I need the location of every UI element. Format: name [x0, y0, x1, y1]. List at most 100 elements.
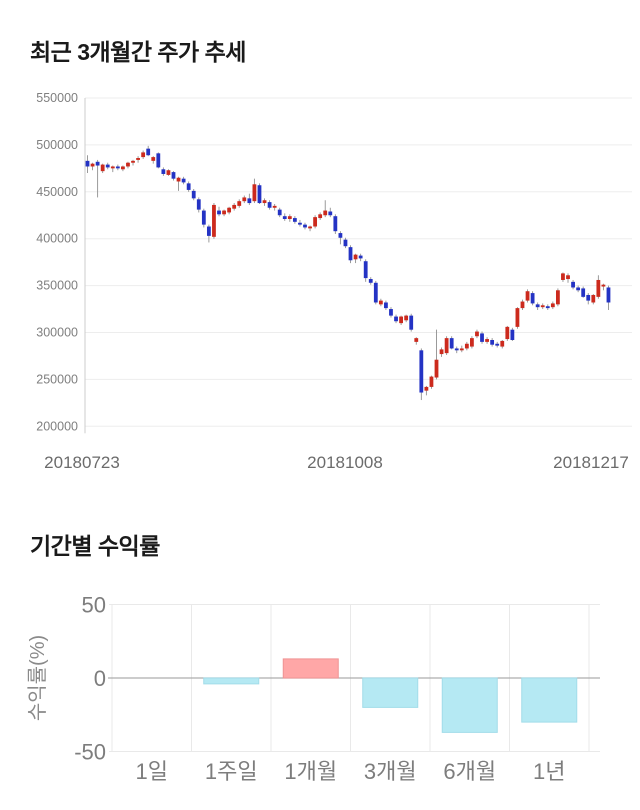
candle-body — [601, 284, 606, 287]
candle-body — [500, 340, 505, 347]
price-x-tick-label: 20181217 — [553, 453, 629, 472]
candle-body — [571, 281, 575, 288]
candle-body — [490, 340, 495, 345]
candle-body — [389, 309, 393, 316]
returns-y-tick-label: 0 — [94, 666, 106, 691]
candle-body — [126, 162, 130, 167]
price-y-tick-label: 250000 — [36, 372, 78, 386]
candle-body — [176, 177, 181, 182]
candle-body — [606, 287, 611, 303]
candle-body — [252, 184, 257, 202]
price-y-tick-label: 300000 — [36, 326, 78, 340]
candle-body — [404, 315, 409, 321]
candle-body — [505, 326, 510, 340]
price-candlestick-chart: 550000 500000 450000 400000 350000 300000 2500… — [36, 91, 632, 472]
candle-body — [308, 226, 312, 229]
candle-body — [257, 185, 262, 204]
candle-body — [115, 166, 120, 169]
candle-body — [272, 205, 277, 208]
candle-body — [95, 161, 100, 166]
candle-body — [561, 273, 565, 280]
candle-body — [424, 386, 429, 391]
candle-body — [191, 190, 196, 199]
candle-body — [581, 288, 586, 297]
candle-body — [90, 163, 95, 167]
candle-body — [459, 348, 464, 351]
candle-body — [353, 254, 358, 260]
candle-body — [464, 343, 469, 349]
candle-body — [201, 210, 206, 225]
candle-body — [515, 308, 520, 327]
candle-body — [267, 202, 272, 208]
candle-body — [439, 349, 444, 355]
price-x-tick-label: 20180723 — [44, 453, 120, 472]
returns-category-label: 3개월 — [364, 759, 417, 784]
candle-body — [242, 197, 247, 202]
candle-body — [348, 247, 353, 261]
candle-body — [222, 210, 226, 215]
candle-body — [555, 290, 560, 305]
candle-body — [323, 210, 328, 216]
candle-body — [409, 315, 414, 330]
candle-body — [277, 209, 282, 216]
returns-bar-chart: 50 0 -50 수익률(%) 1일 1주일 1개월 3개월 6개월 1년 — [26, 593, 600, 784]
candle-body — [596, 279, 601, 297]
candle-body — [227, 207, 232, 213]
candle-body — [292, 218, 297, 222]
returns-bar — [521, 677, 578, 723]
candle-body — [131, 160, 135, 163]
candle-body — [328, 211, 333, 216]
candle-body — [196, 199, 201, 210]
candle-body — [535, 304, 540, 308]
candle-body — [217, 210, 221, 215]
candle-body — [141, 152, 146, 158]
candle-body — [212, 204, 216, 237]
candle-body — [470, 338, 474, 347]
candle-body — [247, 198, 252, 204]
returns-category-label: 1주일 — [205, 759, 258, 784]
price-y-tick-label: 450000 — [36, 185, 78, 199]
candle-body — [85, 160, 90, 167]
candle-body — [313, 217, 318, 227]
candle-body — [363, 261, 368, 279]
price-y-tick-label: 350000 — [36, 279, 78, 293]
candle-body — [368, 279, 373, 283]
returns-y-tick-label: -50 — [74, 740, 106, 765]
candle-body — [373, 282, 378, 303]
returns-category-label: 1개월 — [284, 759, 337, 784]
candle-body — [576, 287, 581, 291]
price-chart-title: 최근 3개월간 주가 추세 — [30, 39, 246, 65]
candle-body — [530, 293, 535, 304]
returns-chart-title: 기간별 수익률 — [30, 533, 160, 559]
candle-body — [146, 148, 151, 156]
price-x-tick-label: 20181008 — [307, 453, 383, 472]
candle-body — [156, 153, 161, 168]
candle-body — [454, 348, 459, 351]
candle-body — [495, 343, 500, 346]
candle-body — [434, 359, 439, 378]
price-y-tick-label: 550000 — [36, 91, 78, 105]
candle-body — [545, 306, 550, 309]
candle-body — [151, 157, 156, 161]
candle-body — [414, 338, 419, 342]
candle-body — [540, 305, 545, 308]
candle-body — [485, 339, 489, 342]
candle-body — [480, 333, 484, 342]
candle-body — [419, 350, 424, 393]
returns-category-label: 1년 — [533, 759, 565, 784]
candle-body — [237, 201, 242, 206]
candle-body — [318, 214, 323, 219]
candle-body — [510, 329, 515, 341]
candle-body — [333, 216, 338, 232]
candle-body — [591, 294, 596, 303]
returns-bar — [282, 658, 339, 679]
candle-body — [525, 291, 530, 301]
returns-y-axis-label: 수익률(%) — [26, 635, 49, 721]
candle-body — [394, 316, 398, 322]
candle-body — [358, 255, 363, 259]
candle-body — [121, 166, 125, 170]
candle-body — [206, 226, 211, 236]
candle-body — [343, 239, 348, 247]
candle-body — [303, 224, 307, 228]
